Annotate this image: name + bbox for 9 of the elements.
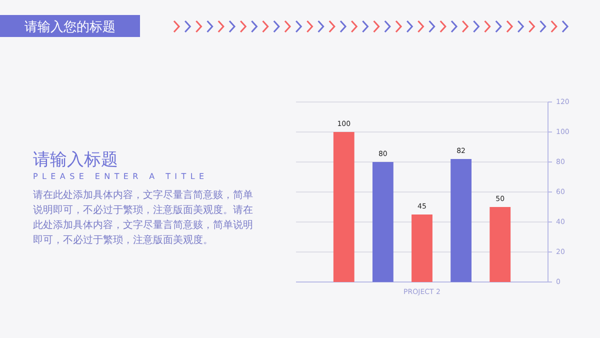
bar xyxy=(412,214,432,282)
text: 请输入标题 xyxy=(33,149,118,171)
bar xyxy=(490,207,511,282)
text: 请输入您的标题 xyxy=(24,20,116,35)
bar xyxy=(450,159,472,282)
bar xyxy=(333,132,354,282)
text: 请在此处添加具体内容，文字尽量言简意赅，简单说明即可，不必过于繁琐，注意版面美观度。请在此处添加具体内容，文字尽量言简意赅，简单说明即可，不必过于繁琐，注意版面美观度。 xyxy=(33,188,254,248)
bar xyxy=(372,162,394,282)
text: PLEASE ENTER A TITLE xyxy=(33,172,208,181)
